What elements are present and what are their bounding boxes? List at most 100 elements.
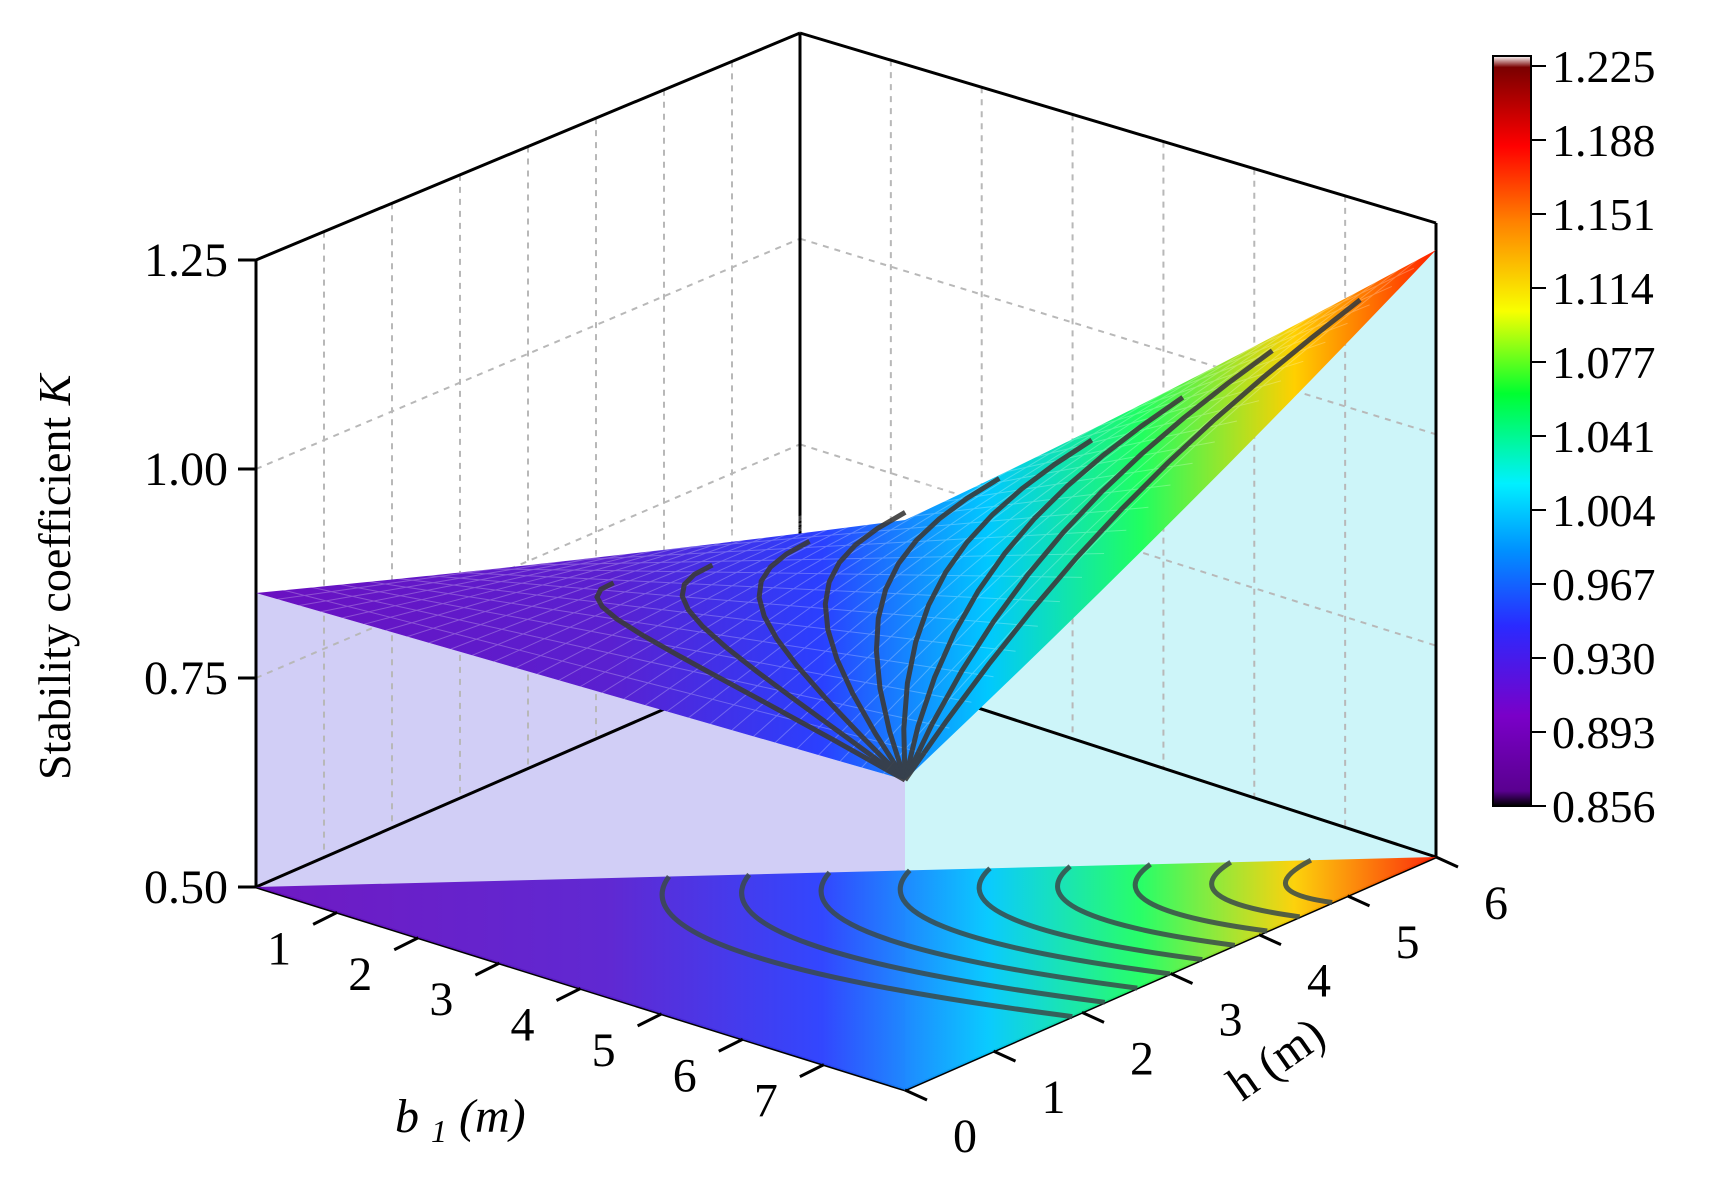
floor-contour-2 <box>818 870 1138 991</box>
y-tick-label-2: 2 <box>1130 1032 1154 1085</box>
mesh-v-7 <box>445 571 1060 603</box>
colorbar-tick-label-3: 1.114 <box>1552 263 1654 314</box>
mesh-u-5 <box>364 474 994 625</box>
z-axis-label: Stability coefficient K <box>29 372 80 780</box>
mesh-u-29 <box>883 258 1419 775</box>
z-tick-label-2: 1.00 <box>144 443 228 496</box>
z-tick-label-3: 1.25 <box>144 234 228 287</box>
y-tick-label-4: 4 <box>1307 955 1331 1008</box>
colorbar: 1.225 1.188 1.151 1.114 1.077 1.041 1.004 0.967… <box>1492 41 1656 832</box>
surface-contours <box>594 297 1362 783</box>
colorbar-tick-label-5: 1.041 <box>1552 411 1656 462</box>
mesh-v-11 <box>553 506 1149 560</box>
colorbar-tick-label-10: 0.856 <box>1552 781 1656 832</box>
mesh-v-1 <box>282 589 928 755</box>
surface <box>256 250 1436 783</box>
mesh-u-11 <box>493 420 1100 663</box>
y-tick-label-6: 6 <box>1484 877 1508 930</box>
mesh-u-23 <box>753 312 1313 737</box>
mesh-v-16 <box>688 400 1260 545</box>
x-tick-6 <box>799 1063 825 1078</box>
x-tick-label-2: 3 <box>429 973 453 1026</box>
surface-contour-4 <box>873 476 1001 781</box>
grid-left-h-1 <box>255 237 801 470</box>
x-tick-label-1: 2 <box>348 948 372 1001</box>
colorbar-tick-label-1: 1.188 <box>1552 115 1656 166</box>
surface-contour-1 <box>679 562 907 783</box>
mesh-u-9 <box>450 438 1065 650</box>
surface-contour-3 <box>822 510 908 782</box>
surface-main <box>256 250 1436 780</box>
mesh-u-3 <box>320 492 959 613</box>
mesh-v-8 <box>472 568 1083 578</box>
surface-mesh <box>277 258 1419 775</box>
mesh-v-21 <box>823 304 1370 530</box>
x-axis-label-unit: (m) <box>459 1090 526 1143</box>
surface-contour-2 <box>756 539 907 782</box>
grid-right-h-0 <box>799 443 1437 647</box>
mesh-u-25 <box>796 294 1348 750</box>
mesh-v-13 <box>607 462 1193 554</box>
mesh-v-23 <box>877 267 1415 524</box>
surface-contour-8 <box>902 297 1362 782</box>
y-tick-label-5: 5 <box>1396 916 1420 969</box>
colorbar-tick-label-2: 1.151 <box>1552 189 1656 240</box>
mesh-v-19 <box>769 341 1326 536</box>
mesh-u-4 <box>342 483 976 619</box>
y-tick-label-3: 3 <box>1219 994 1243 1047</box>
mesh-u-7 <box>407 456 1030 638</box>
y-axis: 0 1 2 3 4 5 6 <box>904 855 1508 1163</box>
x-tick-5 <box>718 1037 744 1053</box>
y-tick-0 <box>904 1088 928 1102</box>
mesh-u-2 <box>299 501 941 606</box>
grid-right-h-1 <box>799 237 1437 436</box>
z-tick-label-0: 0.50 <box>144 861 228 914</box>
surface-contour-6 <box>902 395 1185 781</box>
floor-contour-8 <box>1283 857 1333 905</box>
y-tick-label-0: 0 <box>953 1110 977 1163</box>
surface-contour-5 <box>901 437 1094 781</box>
floor-contour-7 <box>1209 860 1301 920</box>
x-tick-1 <box>393 936 419 952</box>
mesh-u-22 <box>731 321 1295 731</box>
mesh-u-6 <box>385 465 1012 631</box>
colorbar-ticks: 1.225 1.188 1.151 1.114 1.077 1.041 1.004 0.967… <box>1531 41 1656 832</box>
y-tick-3 <box>1169 972 1194 985</box>
z-axis-label-text: Stability coefficient <box>29 417 80 780</box>
surface-contour-7 <box>902 348 1274 782</box>
y-tick-2 <box>1081 1010 1105 1024</box>
mesh-u-10 <box>472 429 1083 656</box>
x-tick-2 <box>474 961 501 977</box>
mesh-v-6 <box>418 574 1038 627</box>
x-tick-label-5: 6 <box>673 1049 697 1102</box>
floor-projection-surface <box>256 857 1436 1090</box>
x-tick-0 <box>312 911 338 926</box>
y-tick-4 <box>1258 933 1282 947</box>
x-tick-label-4: 5 <box>592 1024 616 1077</box>
y-tick-1 <box>992 1049 1017 1063</box>
floor-contour-5 <box>1055 864 1236 948</box>
grid-left-h-0 <box>255 443 801 679</box>
mesh-v-12 <box>580 484 1171 557</box>
colorbar-tick-label-4: 1.077 <box>1552 337 1656 388</box>
mesh-u-19 <box>666 348 1242 712</box>
mesh-v-4 <box>364 580 994 678</box>
mesh-u-17 <box>623 366 1207 700</box>
floor-contour-6 <box>1132 862 1268 934</box>
mesh-v-15 <box>661 420 1238 548</box>
x-tick-label-3: 4 <box>511 999 535 1052</box>
z-tick-label-1: 0.75 <box>144 652 228 705</box>
colorbar-gradient <box>1492 55 1532 807</box>
x-tick-4 <box>636 1012 663 1028</box>
y-tick-6 <box>1435 855 1459 869</box>
floor-contour-4 <box>976 866 1203 963</box>
mesh-u-18 <box>645 357 1224 706</box>
y-tick-5 <box>1346 894 1371 908</box>
surface-contour-0 <box>594 580 907 783</box>
mesh-v-14 <box>634 441 1215 551</box>
mesh-u-21 <box>709 330 1277 725</box>
floor-contour-0 <box>659 875 1073 1020</box>
floor-contours <box>659 857 1333 1020</box>
x-axis-label: b 1 (m) <box>395 1090 526 1153</box>
